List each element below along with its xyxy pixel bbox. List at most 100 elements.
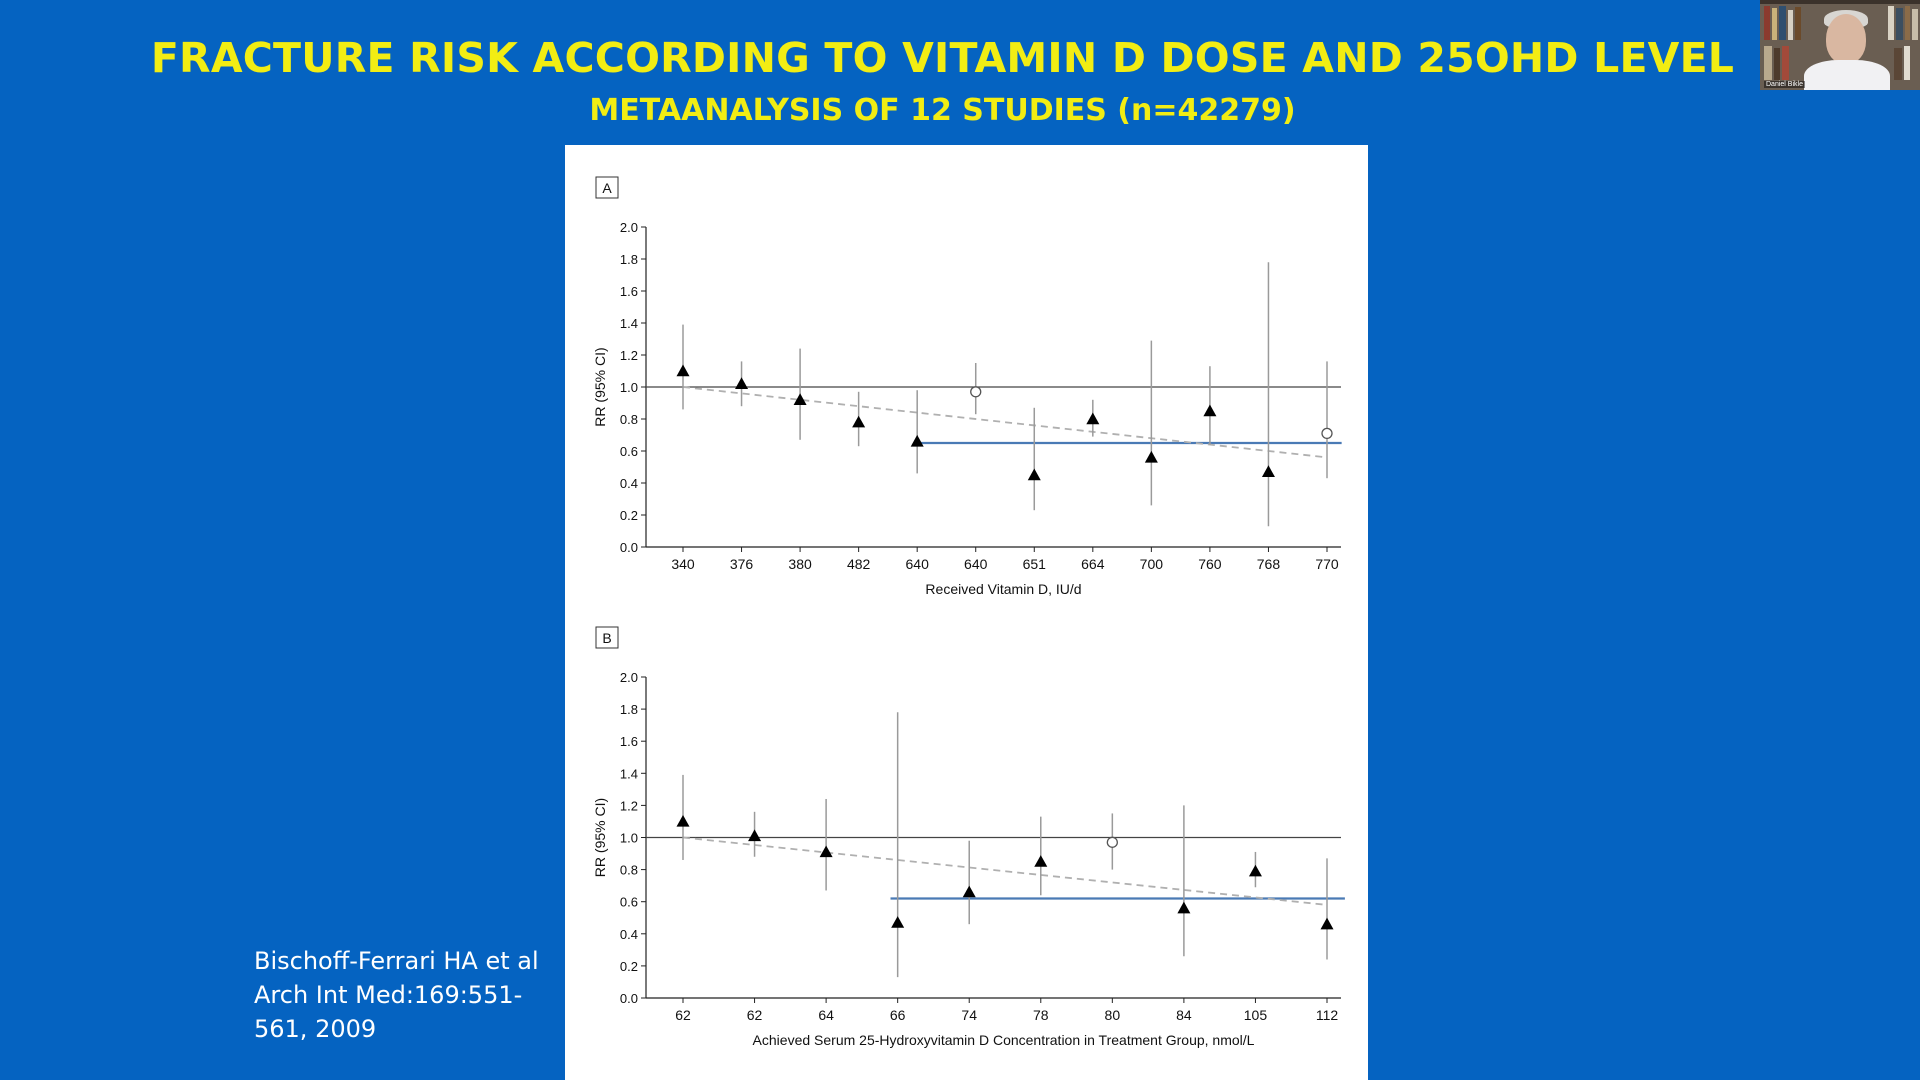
citation-line-1: Bischoff-Ferrari HA et al	[254, 947, 539, 975]
figure-svg: A 0.0 0.2 0.4 0.6 0.8 1.0 1.2 1.4 1.6 1.8 2.0 RR (95…	[592, 176, 1345, 1048]
y-axis-label: RR (95% CI)	[592, 347, 608, 426]
x-tick-label: 74	[961, 1007, 977, 1023]
webcam-thumbnail[interactable]: Daniel Bikle	[1760, 0, 1920, 90]
y-axis-label: RR (95% CI)	[592, 798, 608, 877]
x-tick-label: 66	[890, 1007, 906, 1023]
data-point-triangle	[891, 916, 905, 928]
y-tick-label: 0.8	[620, 412, 638, 427]
participant-shirt	[1804, 60, 1890, 90]
y-tick-label: 0.2	[620, 508, 638, 523]
x-tick-label: 380	[788, 556, 812, 572]
panel-label-box	[595, 626, 619, 649]
book	[1788, 10, 1793, 40]
x-tick-label: 482	[847, 556, 871, 572]
y-tick-label: 1.4	[620, 316, 638, 331]
book	[1905, 6, 1910, 40]
y-tick-label: 0.0	[620, 540, 638, 555]
participant-face	[1826, 14, 1866, 64]
x-tick-label: 768	[1257, 556, 1281, 572]
book	[1774, 48, 1780, 80]
data-point-triangle	[676, 814, 690, 827]
x-tick-label: 760	[1198, 556, 1222, 572]
panel-label: B	[602, 630, 611, 646]
x-tick-label: 700	[1140, 556, 1164, 572]
book	[1764, 6, 1770, 40]
x-axis-label: Received Vitamin D, IU/d	[925, 581, 1081, 597]
data-point-triangle	[793, 393, 807, 405]
book	[1888, 6, 1894, 40]
trend-line	[682, 386, 1328, 459]
data-point-triangle	[1261, 465, 1275, 477]
slide-subtitle: METAANALYSIS OF 12 STUDIES (n=42279)	[589, 93, 1296, 128]
citation-line-3: 561, 2009	[254, 1015, 377, 1043]
y-tick-label: 1.6	[620, 284, 638, 299]
x-tick-label: 640	[906, 556, 930, 572]
book	[1894, 48, 1902, 80]
book	[1782, 46, 1789, 80]
x-tick-label: 78	[1033, 1007, 1049, 1023]
data-point-triangle	[1144, 450, 1158, 463]
y-tick-label: 1.0	[620, 380, 638, 395]
x-tick-label: 64	[818, 1007, 834, 1023]
x-tick-label: 84	[1176, 1007, 1192, 1023]
book	[1904, 46, 1910, 80]
x-tick-label: 376	[730, 556, 754, 572]
x-tick-label: 640	[964, 556, 988, 572]
y-tick-label: 1.8	[620, 702, 638, 717]
y-tick-label: 0.4	[620, 927, 638, 942]
book	[1896, 8, 1903, 40]
data-point-triangle	[1248, 864, 1262, 877]
y-tick-label: 1.8	[620, 252, 638, 267]
y-tick-label: 1.6	[620, 734, 638, 749]
citation: Bischoff-Ferrari HA et al Arch Int Med:1…	[254, 944, 539, 1046]
slide-title: FRACTURE RISK ACCORDING TO VITAMIN D DOS…	[150, 34, 1735, 82]
panel-label: A	[602, 180, 612, 196]
book	[1795, 7, 1801, 40]
y-tick-label: 0.8	[620, 863, 638, 878]
y-tick-label: 2.0	[620, 670, 638, 685]
data-point-triangle	[1034, 855, 1048, 867]
x-tick-label: 105	[1244, 1007, 1268, 1023]
y-tick-label: 1.0	[620, 831, 638, 846]
bookshelf	[1760, 0, 1920, 4]
data-point-triangle	[1320, 917, 1334, 930]
book	[1779, 6, 1786, 40]
trend-line	[682, 836, 1328, 906]
y-tick-label: 1.4	[620, 766, 638, 781]
y-tick-label: 0.0	[620, 991, 638, 1006]
x-tick-label: 80	[1105, 1007, 1121, 1023]
x-axis-label: Achieved Serum 25-Hydroxyvitamin D Conce…	[753, 1032, 1255, 1048]
data-point-triangle	[1086, 412, 1100, 425]
data-point-triangle	[910, 434, 924, 447]
data-point-triangle	[962, 885, 976, 898]
y-tick-label: 0.6	[620, 444, 638, 459]
panel-label-box	[595, 176, 619, 199]
x-tick-label: 664	[1081, 556, 1105, 572]
y-tick-label: 0.6	[620, 895, 638, 910]
book	[1764, 46, 1772, 80]
chart-panel-a: A 0.0 0.2 0.4 0.6 0.8 1.0 1.2 1.4 1.6 1.8 2.0 RR (95…	[592, 176, 1342, 597]
data-point-triangle	[852, 415, 866, 428]
data-point-triangle	[1177, 901, 1191, 914]
data-point-triangle	[676, 364, 690, 377]
x-tick-label: 112	[1316, 1007, 1339, 1023]
data-point-circle	[970, 386, 982, 398]
data-point-circle	[1106, 836, 1118, 848]
x-tick-label: 770	[1315, 556, 1339, 572]
data-point-triangle	[735, 377, 749, 389]
data-point-triangle	[1027, 468, 1041, 481]
y-tick-label: 0.2	[620, 959, 638, 974]
chart-panel-b: B 0.0 0.2 0.4 0.6 0.8 1.0 1.2 1.4 1.6 1.8 2.0 RR (95…	[592, 626, 1345, 1048]
x-tick-label: 340	[671, 556, 695, 572]
y-tick-label: 1.2	[620, 348, 638, 363]
x-tick-label: 651	[1023, 556, 1047, 572]
book	[1912, 9, 1918, 40]
data-point-triangle	[819, 845, 833, 858]
book	[1772, 8, 1777, 40]
y-tick-label: 2.0	[620, 220, 638, 235]
citation-line-2: Arch Int Med:169:551-	[254, 981, 523, 1009]
data-point-triangle	[1203, 404, 1217, 417]
figure-panel: A 0.0 0.2 0.4 0.6 0.8 1.0 1.2 1.4 1.6 1.8 2.0 RR (95…	[565, 145, 1368, 1080]
y-tick-label: 0.4	[620, 476, 638, 491]
x-tick-label: 62	[675, 1007, 691, 1023]
